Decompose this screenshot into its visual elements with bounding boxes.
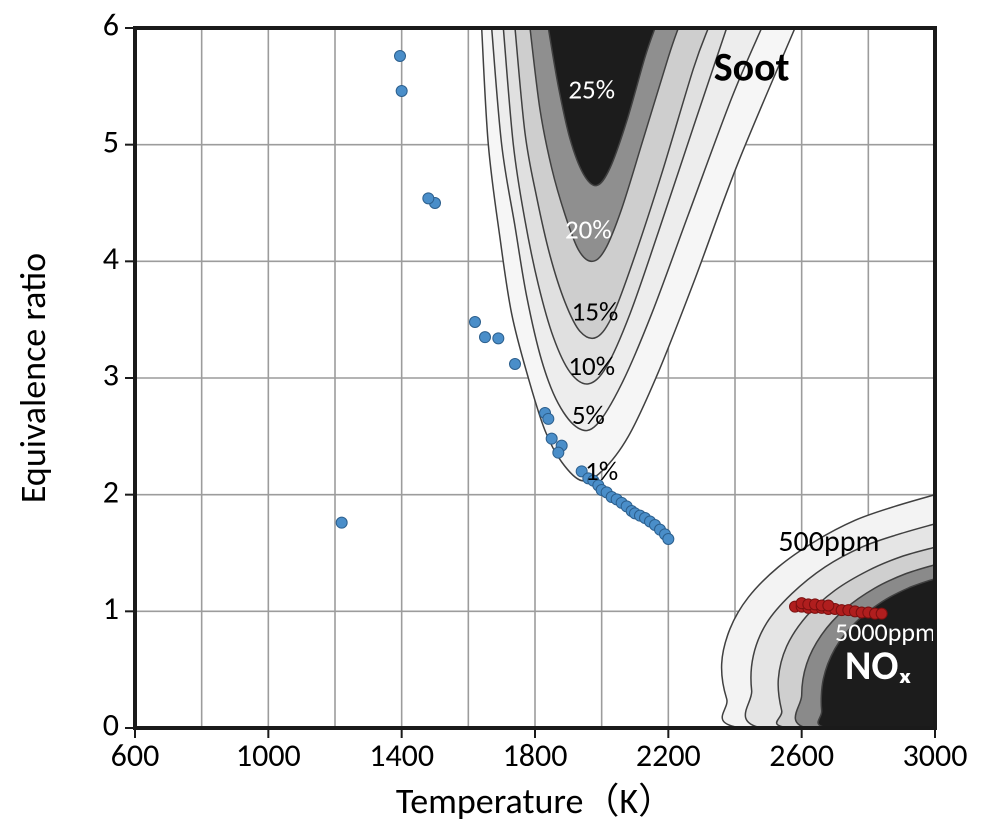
- x-axis-title: Temperature（K）: [396, 779, 674, 823]
- data-point-blue: [423, 193, 434, 204]
- data-point-blue: [336, 517, 347, 528]
- y-tick-label: 5: [103, 122, 119, 161]
- soot-level-label: 20%: [565, 214, 612, 247]
- soot-level-label: 1%: [585, 455, 618, 488]
- y-tick-label: 6: [103, 6, 119, 45]
- y-axis-title: Equivalence ratio: [11, 253, 55, 503]
- soot-label: Soot: [714, 43, 790, 92]
- phi-temperature-chart: 1%5%10%15%20%25%500ppm5000ppmSootNOₓ6001…: [0, 0, 998, 824]
- data-point-blue: [553, 447, 564, 458]
- soot-level-label: 5%: [572, 399, 605, 432]
- soot-level-label: 25%: [568, 74, 615, 107]
- x-tick-label: 1000: [236, 736, 301, 775]
- soot-level-label: 10%: [568, 350, 615, 383]
- data-point-blue: [396, 86, 407, 97]
- x-tick-label: 2200: [636, 736, 701, 775]
- nox-level-label: 500ppm: [778, 523, 879, 560]
- nox-label: NOₓ: [845, 641, 912, 690]
- y-tick-label: 3: [103, 356, 119, 395]
- data-point-blue: [470, 317, 481, 328]
- x-tick-label: 1800: [503, 736, 568, 775]
- data-point-blue: [493, 333, 504, 344]
- data-point-blue: [395, 51, 406, 62]
- y-tick-label: 2: [103, 472, 119, 511]
- x-tick-label: 3000: [903, 736, 968, 775]
- data-point-blue: [546, 433, 557, 444]
- data-point-red: [823, 600, 834, 611]
- y-tick-label: 1: [103, 589, 119, 628]
- data-point-blue: [510, 359, 521, 370]
- data-point-blue: [480, 332, 491, 343]
- x-tick-label: 1400: [369, 736, 434, 775]
- data-point-blue: [663, 534, 674, 545]
- soot-level-label: 15%: [572, 295, 619, 328]
- y-tick-label: 4: [103, 239, 119, 278]
- x-tick-label: 2600: [769, 736, 834, 775]
- y-tick-label: 0: [103, 706, 119, 745]
- data-point-blue: [543, 413, 554, 424]
